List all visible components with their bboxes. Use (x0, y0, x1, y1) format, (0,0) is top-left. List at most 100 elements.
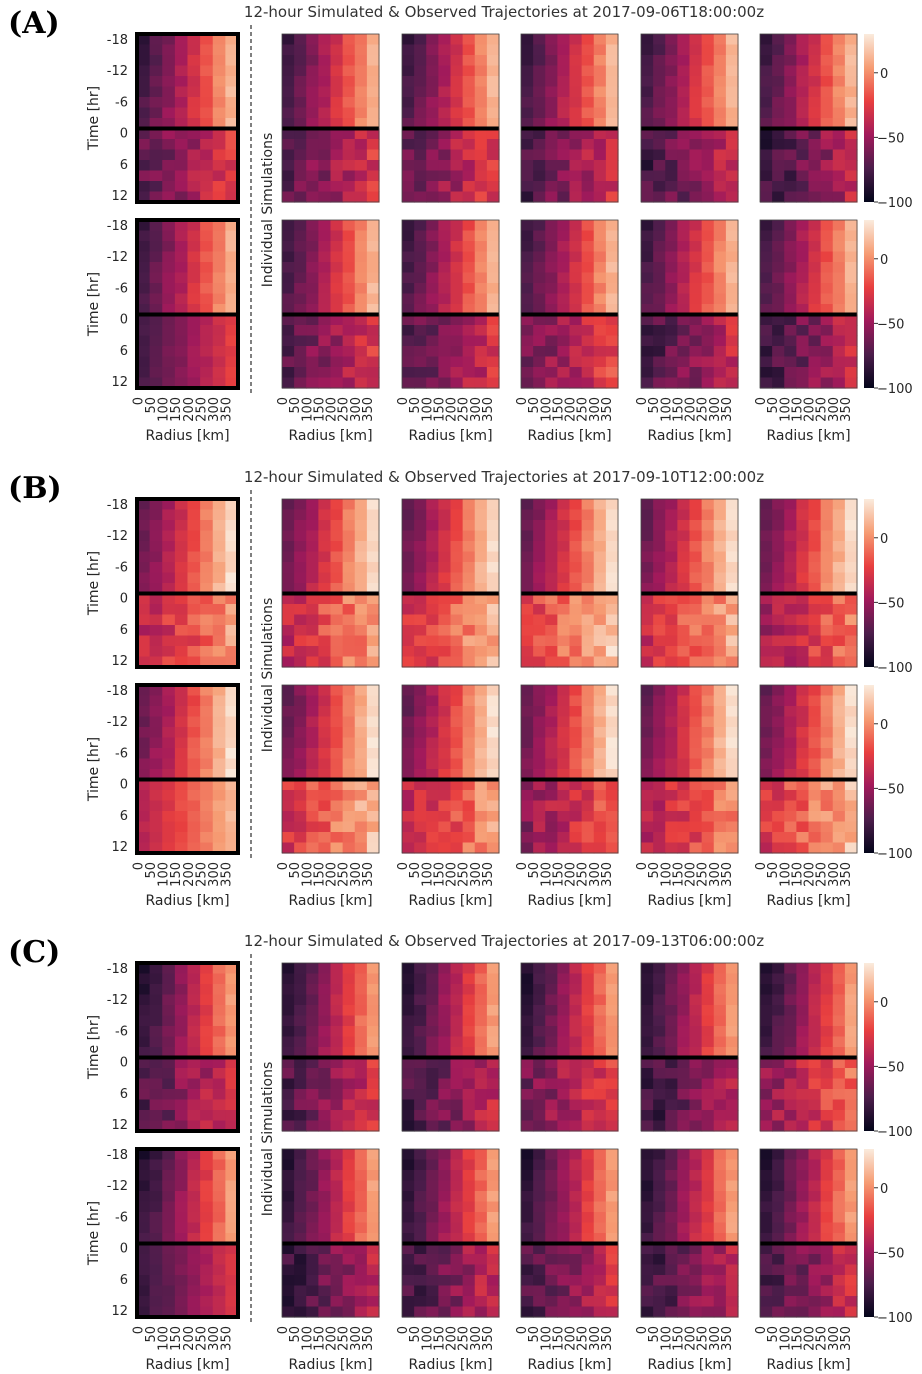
simulation-heatmap (520, 498, 619, 668)
heatmap-cell (521, 1099, 534, 1111)
heatmap-cell (796, 1078, 810, 1090)
heatmap-cell (294, 55, 307, 67)
heatmap-cell (282, 1047, 295, 1059)
heatmap-cell (784, 1275, 797, 1287)
heatmap-cell (581, 716, 595, 728)
heatmap-cell (533, 583, 546, 595)
radius-tick-label: 100 (778, 862, 793, 887)
heatmap-frame (640, 219, 739, 389)
radius-tick-label: 300 (827, 397, 842, 422)
heatmap-cell (342, 86, 356, 98)
time-tick-label: 0 (120, 778, 128, 793)
heatmap-cell (677, 1285, 691, 1297)
radius-tick-label: 0 (396, 1326, 411, 1334)
heatmap-cell (701, 1180, 715, 1192)
radius-tick-label: 50 (527, 1326, 542, 1343)
heatmap-cell (808, 139, 822, 151)
heatmap-cell (533, 181, 546, 193)
heatmap-cell (282, 107, 295, 119)
heatmap-cell (605, 1170, 619, 1182)
heatmap-cell (200, 1191, 214, 1203)
heatmap-cell (725, 583, 739, 595)
heatmap-cell (225, 1191, 239, 1203)
heatmap-cell (426, 499, 439, 511)
heatmap-cell (557, 800, 571, 812)
heatmap-cell (533, 1159, 546, 1171)
heatmap-cell (760, 541, 773, 553)
heatmap-cell (677, 530, 691, 542)
heatmap-cell (414, 811, 427, 823)
heatmap-cell (212, 1254, 226, 1266)
heatmap-cell (533, 984, 546, 996)
heatmap-cell (282, 251, 295, 263)
heatmap-cell (330, 706, 344, 718)
simulation-heatmap (759, 33, 858, 203)
heatmap-cell (677, 685, 691, 697)
radius-tick-label: 0 (754, 862, 769, 870)
heatmap-cell (450, 625, 464, 637)
heatmap-cell (462, 1047, 476, 1059)
heatmap-cell (282, 973, 295, 985)
heatmap-cell (820, 335, 834, 347)
heatmap-cell (593, 128, 607, 140)
heatmap-cell (174, 293, 189, 305)
heatmap-cell (533, 86, 546, 98)
heatmap-cell (569, 821, 583, 833)
heatmap-cell (212, 346, 226, 358)
heatmap-cell (212, 55, 226, 67)
heatmap-cell (402, 55, 415, 67)
heatmap-cell (521, 65, 534, 77)
heatmap-cell (820, 551, 834, 563)
heatmap-cell (557, 572, 571, 584)
heatmap-cell (569, 1264, 583, 1276)
heatmap-cell (450, 1296, 464, 1308)
heatmap-cell (689, 346, 703, 358)
heatmap-cell (137, 107, 151, 119)
heatmap-cell (832, 1078, 846, 1090)
heatmap-cell (832, 1149, 846, 1161)
heatmap-cell (533, 811, 546, 823)
heatmap-cell (426, 625, 439, 637)
heatmap-cell (557, 107, 571, 119)
heatmap-cell (438, 656, 452, 668)
heatmap-cell (677, 1068, 691, 1080)
heatmap-cell (354, 230, 368, 242)
heatmap-cell (677, 272, 691, 284)
radius-tick-label: 350 (481, 397, 496, 422)
heatmap-cell (581, 706, 595, 718)
heatmap-cell (318, 1212, 332, 1224)
heatmap-cell (450, 583, 464, 595)
heatmap-cell (725, 737, 739, 749)
heatmap-cell (593, 304, 607, 316)
heatmap-cell (521, 811, 534, 823)
heatmap-cell (569, 160, 583, 172)
heatmap-cell (462, 1170, 476, 1182)
heatmap-cell (282, 551, 295, 563)
heatmap-cell (784, 1201, 797, 1213)
heatmap-cell (354, 1068, 368, 1080)
heatmap-cell (187, 191, 201, 203)
heatmap-cell (462, 604, 476, 616)
heatmap-cell (330, 335, 344, 347)
heatmap-cell (713, 304, 727, 316)
heatmap-cell (653, 1159, 666, 1171)
heatmap-cell (581, 128, 595, 140)
heatmap-cell (521, 191, 534, 203)
heatmap-cell (557, 55, 571, 67)
heatmap-cell (760, 55, 773, 67)
heatmap-cell (414, 1057, 427, 1069)
time-tick-label: 6 (120, 1273, 128, 1288)
heatmap-cell (366, 706, 380, 718)
heatmap-cell (474, 984, 488, 996)
heatmap-cell (149, 1243, 163, 1255)
heatmap-cell (725, 1089, 739, 1101)
heatmap-cell (282, 562, 295, 574)
heatmap-cell (294, 272, 307, 284)
heatmap-cell (713, 1243, 727, 1255)
heatmap-cell (784, 685, 797, 697)
heatmap-cell (760, 842, 773, 854)
heatmap-cell (521, 1243, 534, 1255)
heatmap-cell (137, 614, 151, 626)
heatmap-cell (366, 811, 380, 823)
heatmap-cell (832, 149, 846, 161)
